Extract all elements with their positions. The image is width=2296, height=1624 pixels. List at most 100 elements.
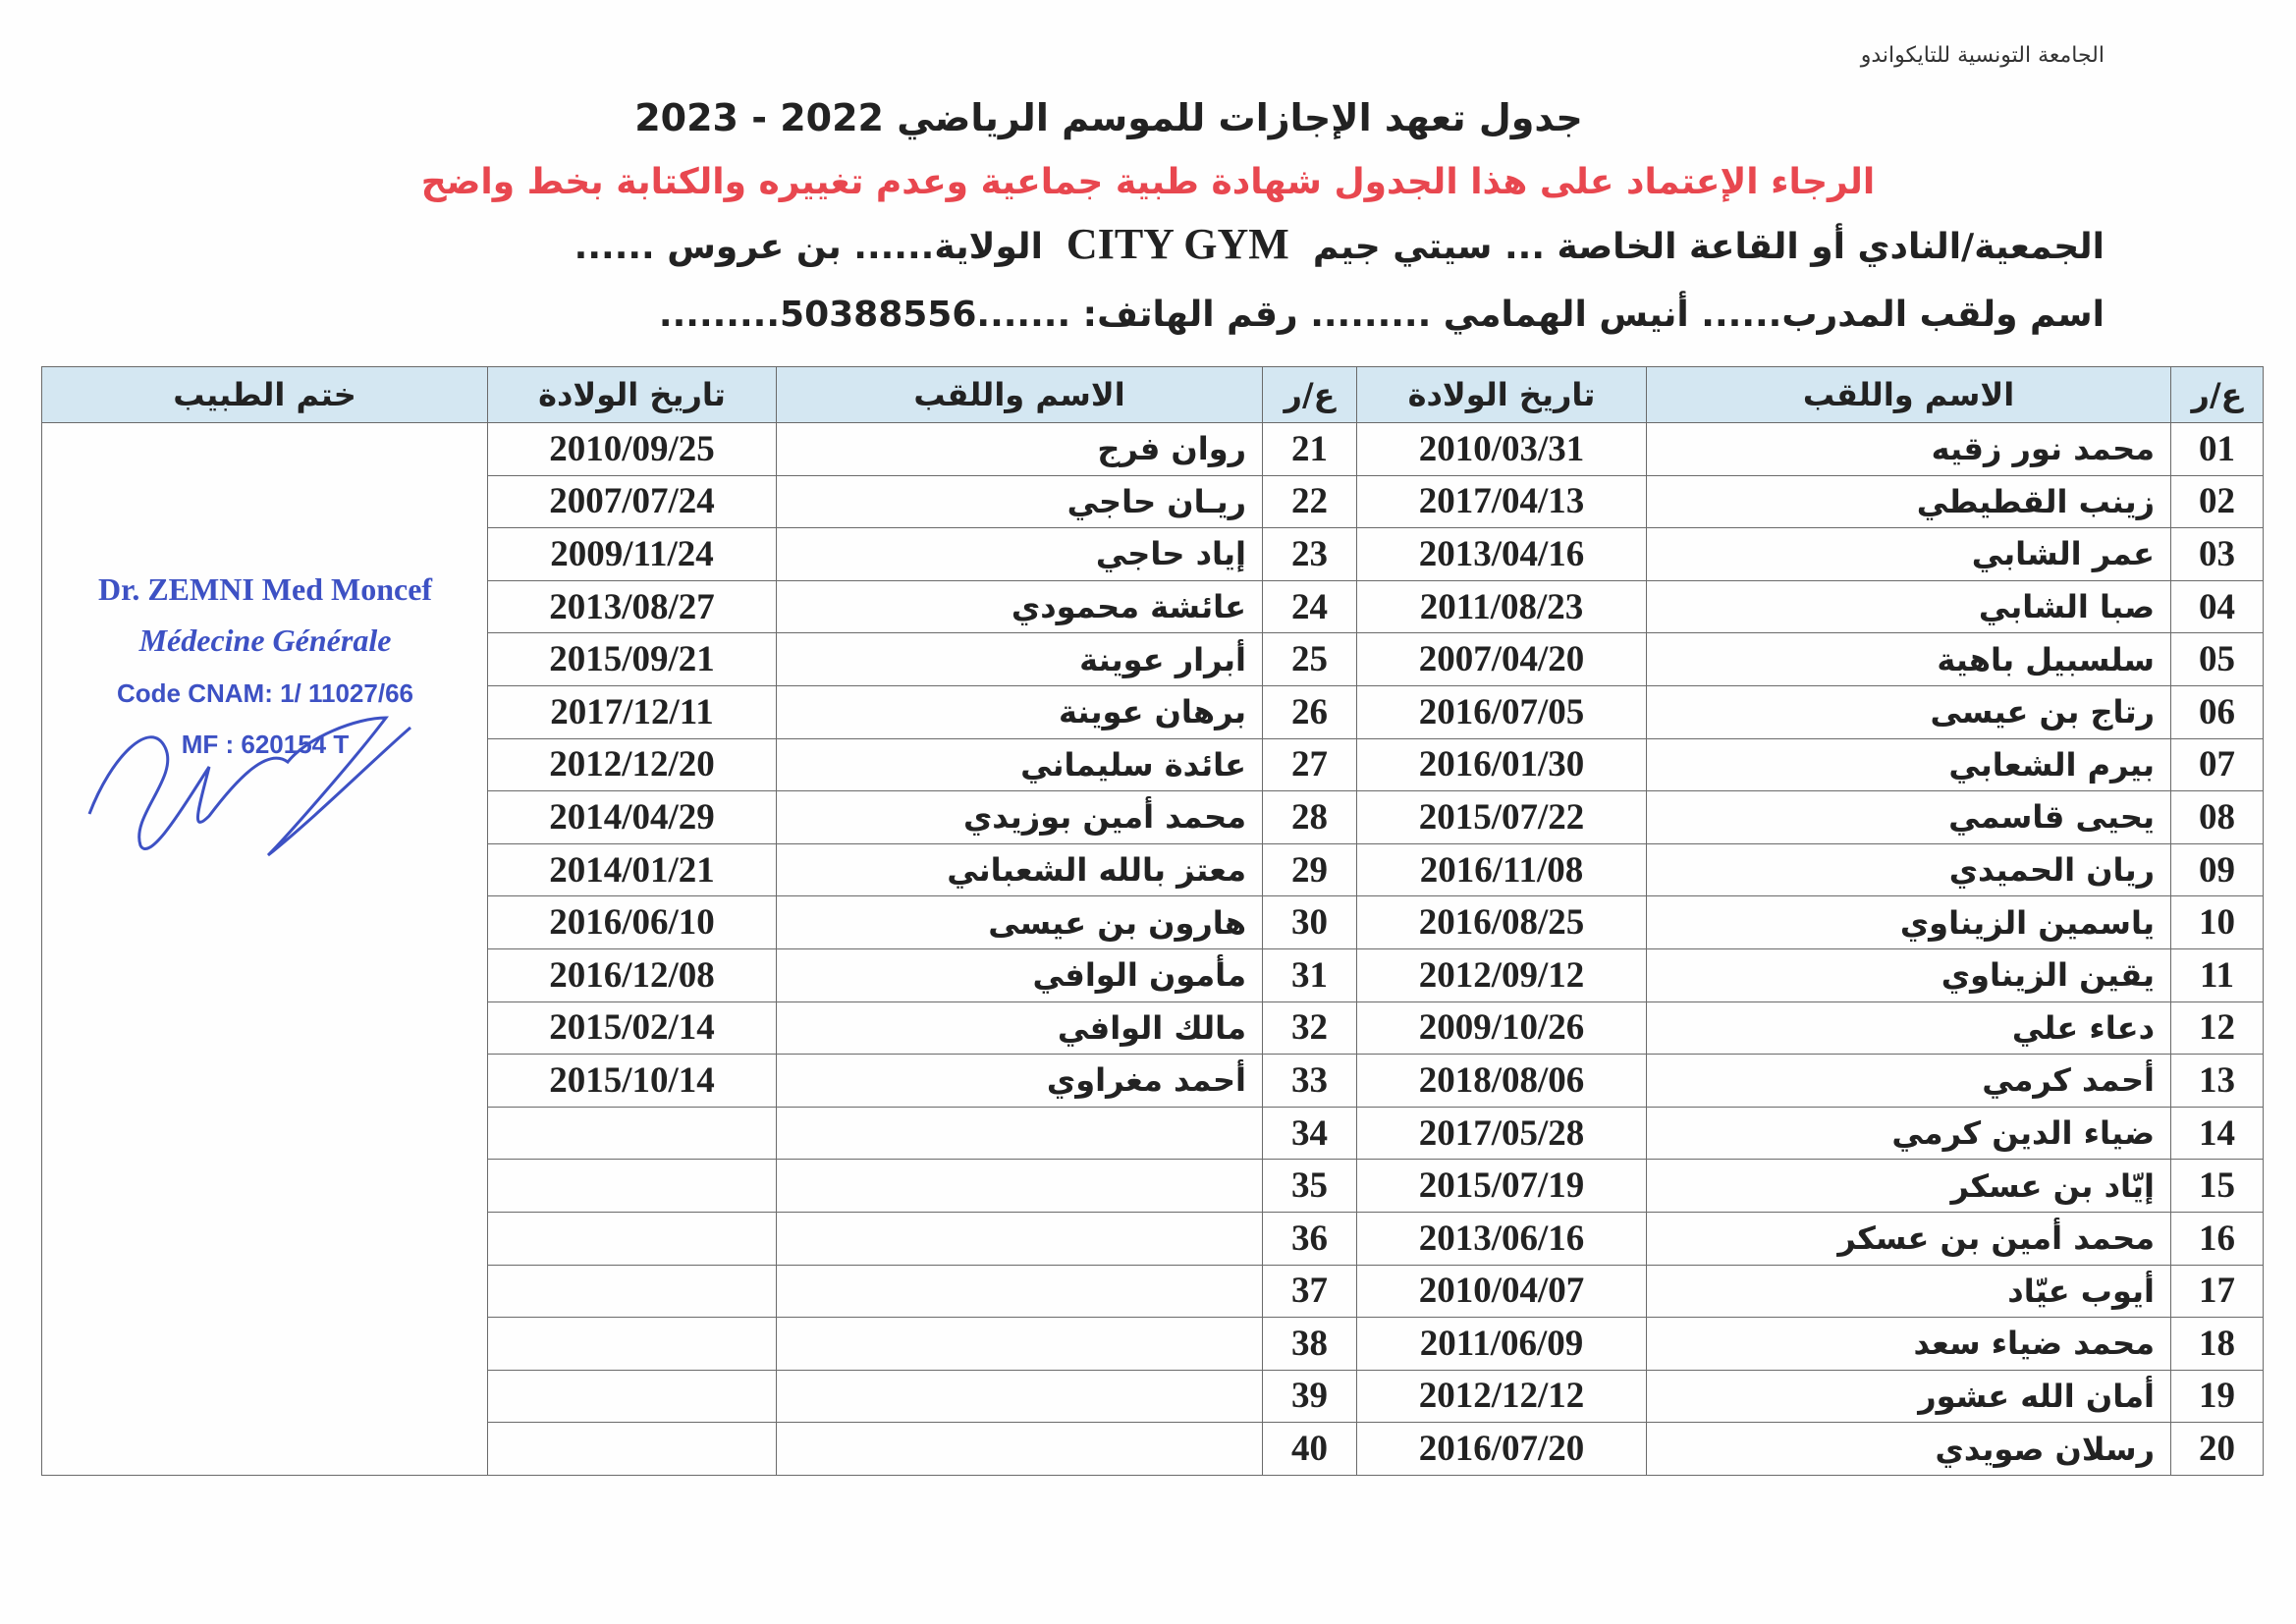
cell-num: 02 [2170,474,2264,529]
table-row: 16 محمد أمين بن عسكر 2013/06/16 36 [42,1211,2264,1266]
cell-num: 13 [2170,1054,2264,1108]
cell-dob: 2009/11/24 [487,527,777,581]
cell-dob: 2016/12/08 [487,947,777,1002]
cell-name [776,1264,1263,1319]
cell-num: 14 [2170,1106,2264,1161]
cell-dob: 2011/08/23 [1356,579,1647,634]
cell-name [776,1369,1263,1424]
table-row: 06 رتاج بن عيسى 2016/07/05 26 برهان عوينة 201… [42,684,2264,739]
cell-dob: 2014/04/29 [487,790,777,844]
cell-dob: 2016/01/30 [1356,737,1647,792]
stamp-mf: MF : 620154 T [182,730,350,759]
table-row: 12 دعاء علي 2009/10/26 32 مالك الوافي 2015/02… [42,1001,2264,1056]
cell-num: 08 [2170,790,2264,844]
cell-num: 35 [1262,1159,1357,1213]
cell-dob: 2007/07/24 [487,474,777,529]
cell-num: 31 [1262,947,1357,1002]
cell-num: 01 [2170,422,2264,476]
cell-dob: 2015/07/19 [1356,1159,1647,1213]
cell-dob: 2015/07/22 [1356,790,1647,844]
cell-num: 07 [2170,737,2264,792]
cell-num: 22 [1262,474,1357,529]
cell-dob [487,1369,777,1424]
table-row: 01 محمد نور زقيه 2010/03/31 21 روان فرج 2010/… [41,422,2264,1476]
cell-dob: 2014/01/21 [487,842,777,897]
cell-name: برهان عوينة [776,684,1263,739]
cell-num: 20 [2170,1422,2264,1476]
cell-num: 21 [1262,422,1357,476]
cell-name: يقين الزيناوي [1646,947,2171,1002]
cell-name: روان فرج [776,422,1263,476]
cell-name: أحمد كرمي [1646,1054,2171,1108]
table-row: 15 إيّاد بن عسكر 2015/07/19 35 [42,1159,2264,1213]
cell-num: 04 [2170,579,2264,634]
cell-dob [487,1211,777,1266]
cell-name: مالك الوافي [776,1001,1263,1056]
cell-dob: 2016/08/25 [1356,895,1647,949]
cell-dob: 2015/10/14 [487,1054,777,1108]
cell-num: 23 [1262,527,1357,581]
cell-name: محمد أمين بن عسكر [1646,1211,2171,1266]
cell-dob: 2015/02/14 [487,1001,777,1056]
cell-name [776,1317,1263,1371]
cell-name: إيّاد بن عسكر [1646,1159,2171,1213]
cell-num: 34 [1262,1106,1357,1161]
club-line-prefix: الجمعية/النادي أو القاعة الخاصة ... سيتي… [1312,227,2105,267]
cell-name: سلسبيل باهية [1646,632,2171,686]
header-dob: تاريخ الولادة [1356,366,1647,423]
doctor-stamp: Dr. ZEMNI Med Moncef Médecine Générale Cod… [87,571,432,857]
page-title: جدول تعهد الإجازات للموسم الرياضي 2022 -… [634,96,1583,139]
cell-dob: 2013/06/16 [1356,1211,1647,1266]
cell-name: محمد نور زقيه [1646,422,2171,476]
cell-name: ريان الحميدي [1646,842,2171,897]
club-line: الجمعية/النادي أو القاعة الخاصة ... سيتي… [574,220,2105,272]
cell-name: دعاء علي [1646,1001,2171,1056]
cell-dob: 2016/06/10 [487,895,777,949]
cell-dob [487,1317,777,1371]
cell-num: 19 [2170,1369,2264,1424]
doctor-stamp-cell: Dr. ZEMNI Med Moncef Médecine Générale Cod… [41,422,488,1476]
cell-num: 17 [2170,1264,2264,1319]
cell-num: 32 [1262,1001,1357,1056]
cell-dob [487,1264,777,1319]
cell-dob: 2015/09/21 [487,632,777,686]
cell-name: ريـان حاجي [776,474,1263,529]
cell-dob [487,1159,777,1213]
header-num: ع/ر [2170,366,2264,423]
cell-num: 39 [1262,1369,1357,1424]
table-row: 10 ياسمين الزيناوي 2016/08/25 30 هارون بن عي… [42,895,2264,949]
cell-num: 30 [1262,895,1357,949]
header-name-2: الاسم واللقب [776,366,1263,423]
cell-num: 24 [1262,579,1357,634]
cell-dob: 2017/12/11 [487,684,777,739]
cell-name: محمد ضياء سعد [1646,1317,2171,1371]
cell-name: أحمد مغراوي [776,1054,1263,1108]
cell-dob: 2007/04/20 [1356,632,1647,686]
stamp-cnam-code: Code CNAM: 1/ 11027/66 [117,678,413,708]
cell-name: أبرار عوينة [776,632,1263,686]
cell-dob [487,1422,777,1476]
cell-dob: 2012/09/12 [1356,947,1647,1002]
cell-dob: 2017/04/13 [1356,474,1647,529]
table-row: 05 سلسبيل باهية 2007/04/20 25 أبرار عوينة 201… [42,632,2264,686]
cell-num: 33 [1262,1054,1357,1108]
header-num-2: ع/ر [1262,366,1357,423]
cell-dob: 2011/06/09 [1356,1317,1647,1371]
table-row: 18 محمد ضياء سعد 2011/06/09 38 [42,1317,2264,1371]
cell-num: 10 [2170,895,2264,949]
stamp-doctor-name: Dr. ZEMNI Med Moncef [98,571,432,607]
header-dob-2: تاريخ الولادة [487,366,777,423]
club-line-suffix: الولاية...... بن عروس ...... [574,227,1043,267]
cell-name: معتز بالله الشعباني [776,842,1263,897]
signature-icon [87,716,411,857]
cell-dob: 2010/03/31 [1356,422,1647,476]
cell-name: محمد أمين بوزيدي [776,790,1263,844]
license-table: ع/ر الاسم واللقب تاريخ الولادة ع/ر الاسم… [41,366,2264,1476]
cell-dob: 2018/08/06 [1356,1054,1647,1108]
cell-num: 16 [2170,1211,2264,1266]
cell-name [776,1159,1263,1213]
table-row: 11 يقين الزيناوي 2012/09/12 31 مأمون الوافي 2… [42,947,2264,1002]
cell-num: 11 [2170,947,2264,1002]
cell-num: 25 [1262,632,1357,686]
cell-num: 36 [1262,1211,1357,1266]
